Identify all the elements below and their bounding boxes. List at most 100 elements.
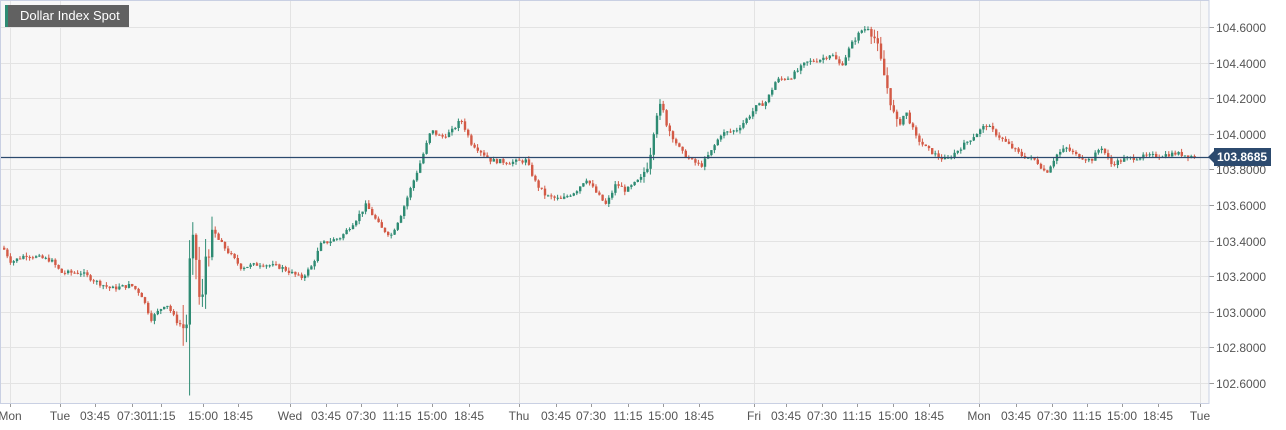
candle-body [796,70,799,72]
candle-body [748,116,751,119]
candle-body [1087,158,1091,161]
candle-body [35,256,38,258]
candle-body [879,43,883,59]
candle-body [1065,147,1068,149]
x-axis-label: Mon [0,409,22,423]
candle-body [636,179,639,182]
candle-body [409,188,412,198]
candle-body [1151,153,1155,155]
candle-body [313,261,316,267]
candle-body [921,141,924,145]
candle-body [793,71,796,79]
x-axis-label: 15:00 [877,409,909,423]
candle-body [307,269,310,276]
candle-body [700,163,703,167]
candle-body [278,264,281,269]
candle-body [518,159,521,161]
candle-body [899,118,902,125]
candle-body [70,270,73,273]
candle-body [121,285,124,287]
candle-body [1017,148,1020,152]
candle-body [540,187,543,189]
x-axis-label: 03:45 [1000,409,1032,423]
candle-body [729,131,732,133]
candle-body [217,233,220,240]
y-axis-label: 102.6000 [1216,376,1267,391]
candle-body [630,185,633,187]
candle-body [377,218,380,223]
candle-body [41,255,44,259]
x-axis-label: 15:00 [187,409,219,423]
candle-body [457,120,460,128]
candle-body [1116,160,1119,166]
candle-body [1107,153,1110,158]
candle-body [1119,160,1123,162]
candle-body [303,275,307,279]
candle-body [703,158,707,167]
candle-body [163,306,166,310]
candle-body [668,125,671,132]
candle-body [323,241,326,244]
candle-body [527,159,531,165]
candle-body [374,215,377,219]
candle-body [348,229,351,231]
candle-body [361,211,364,214]
candle-body [319,243,323,251]
candle-body [1142,154,1145,159]
candle-body [233,253,236,258]
candle-body [342,234,345,239]
candle-body [22,255,25,259]
candle-body [1174,152,1177,155]
candle-body [969,140,972,142]
candle-body [556,197,559,199]
x-axis-label: 15:00 [1106,409,1138,423]
candle-body [764,102,767,106]
candle-body [963,142,966,150]
candle-body [326,241,329,244]
candle-body [815,61,819,63]
candle-body [252,263,255,265]
candle-body [665,110,668,126]
candle-body [470,135,473,145]
candle-body [931,148,934,155]
candle-body [476,147,479,151]
candle-body [979,129,982,134]
candle-body [211,229,214,258]
candle-body [598,192,601,195]
candle-body [745,118,748,123]
candle-body [857,32,860,41]
candle-body [1043,168,1046,171]
candle-body [182,324,185,329]
y-axis-label: 104.6000 [1216,20,1267,35]
candle-body [959,149,963,151]
candle-body [364,203,367,212]
candle-body [895,111,899,119]
candle-body [444,136,447,138]
candle-body [671,131,675,140]
candle-body [774,82,777,90]
x-axis-label: 18:45 [222,409,254,423]
candle-body [1020,151,1023,156]
candle-body [566,196,569,198]
candle-body [1193,156,1196,158]
candle-body [185,324,188,329]
candle-body [655,115,659,135]
candle-body [844,57,847,66]
candle-body [393,229,396,235]
y-axis-label: 104.0000 [1216,127,1267,142]
candle-body [108,286,111,289]
candle-body [6,249,9,257]
candle-body [447,132,451,138]
candle-body [924,144,927,147]
candle-body [902,115,905,125]
candle-body [1177,151,1180,155]
candle-body [153,314,156,321]
candle-body [639,176,643,180]
candle-body [559,197,563,199]
x-axis-label: 07:30 [806,409,838,423]
candle-body [131,284,134,287]
candle-body [908,112,911,124]
y-axis-label: 104.4000 [1216,56,1267,71]
